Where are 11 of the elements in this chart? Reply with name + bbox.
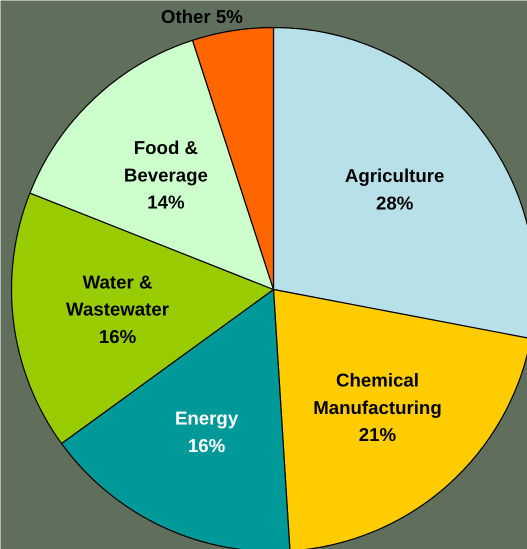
slice-label: Energy — [174, 408, 239, 429]
data-label: 16% — [188, 434, 226, 456]
data-label: 14% — [147, 192, 185, 213]
slice-label: Agriculture — [344, 165, 444, 186]
slice-label: Other 5% — [160, 6, 244, 27]
slice-label: Chemical Manufacturing — [313, 370, 442, 418]
slice-label: Water & Wastewater — [66, 271, 170, 320]
data-label: 21% — [358, 424, 397, 446]
data-label: 28% — [376, 192, 414, 214]
data-label: 16% — [98, 326, 137, 347]
slice-label: Food & Beverage — [124, 137, 208, 186]
